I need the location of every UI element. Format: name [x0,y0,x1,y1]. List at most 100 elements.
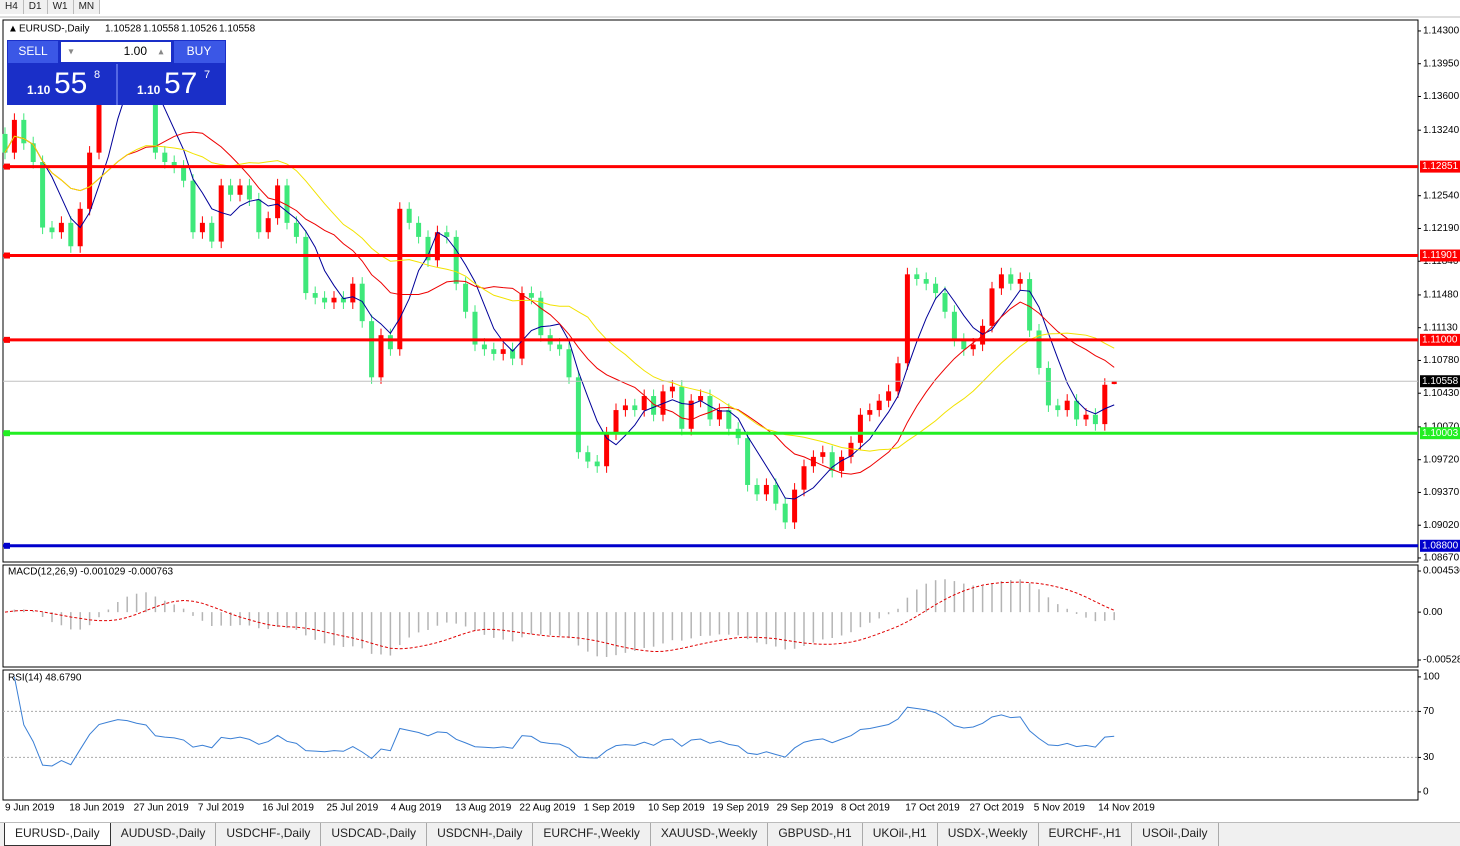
chart-tab[interactable]: AUDUSD-,Daily [111,823,217,846]
chart-tab[interactable]: EURCHF-,H1 [1039,823,1133,846]
lots-up[interactable]: ▴ [158,47,163,58]
rsi-tick-label: 30 [1423,752,1435,763]
macd-title: MACD(12,26,9) -0.001029 -0.000763 [8,567,174,578]
candle-body [266,218,271,232]
candle-body [238,185,243,194]
x-tick-label: 17 Oct 2019 [905,803,960,814]
chart-tab[interactable]: USDCHF-,Daily [216,823,321,846]
timeframe-button[interactable]: MN [74,0,101,14]
level-handle [4,337,10,343]
candle-body [896,363,901,391]
sell-label[interactable]: SELL [18,44,48,58]
level-handle [4,430,10,436]
candle-body [820,452,825,457]
timeframe-button[interactable]: D1 [24,0,48,14]
candle-body [388,335,393,349]
candle-body [999,274,1004,288]
ohlc-low: 1.10526 [181,24,218,35]
candle-body [322,298,327,303]
candle-body [585,452,590,461]
y-tick-label: 1.12190 [1423,223,1460,234]
timeframe-button[interactable]: H4 [0,0,24,14]
candle-body [162,153,167,162]
x-tick-label: 18 Jun 2019 [69,803,124,814]
candle-body [905,274,910,363]
candle-body [59,223,64,232]
candle-body [50,228,55,233]
chart-tab[interactable]: USDCNH-,Daily [427,823,533,846]
x-tick-label: 10 Sep 2019 [648,803,705,814]
candle-body [679,387,684,429]
macd-tick-label: 0.00 [1423,607,1443,618]
chart-tab[interactable]: EURUSD-,Daily [4,823,111,846]
y-tick-label: 1.11130 [1423,322,1458,333]
candle-body [858,415,863,443]
candle-body [482,345,487,350]
candle-body [1102,385,1107,424]
candle-body [886,391,891,400]
candle-body [444,232,449,237]
candle-body [792,490,797,523]
y-tick-label: 1.11480 [1423,290,1459,301]
candle-body [755,485,760,494]
x-tick-label: 25 Jul 2019 [327,803,379,814]
chart-tab[interactable]: XAUUSD-,Weekly [651,823,768,846]
candle-body [877,401,882,410]
level-label: 1.11000 [1422,335,1458,346]
candle-body [595,462,600,467]
candle-body [1093,415,1098,424]
lots-value[interactable]: 1.00 [124,44,148,58]
buy-label[interactable]: BUY [187,44,212,58]
candle-body [632,405,637,410]
symbol-title: EURUSD-,Daily [19,24,90,35]
macd-tick-label: -0.00528 [1423,655,1460,666]
candle-body [1027,279,1032,330]
candle-body [971,345,976,350]
candle-body [867,410,872,415]
rsi-tick-label: 70 [1423,706,1435,717]
rsi-title: RSI(14) 48.6790 [8,673,82,684]
lots-input[interactable] [61,42,171,62]
candle-body [1084,415,1089,420]
lots-down[interactable]: ▾ [68,47,73,58]
chart-tab[interactable]: USOil-,Daily [1132,823,1218,846]
candle-body [1074,401,1079,420]
candle-body [773,485,778,504]
candle-body [379,335,384,377]
candle-body [802,466,807,489]
chart-tab[interactable]: UKOil-,H1 [863,823,938,846]
candle-body [491,349,496,354]
ohlc-open: 1.10528 [105,24,142,35]
candle-body [313,293,318,298]
candle-body [698,396,703,401]
x-tick-label: 7 Jul 2019 [198,803,245,814]
candle-body [247,185,252,199]
y-tick-label: 1.09020 [1423,520,1460,531]
chart-tab[interactable]: USDCAD-,Daily [321,823,427,846]
candle-body [933,284,938,293]
candle-body [181,167,186,181]
candle-body [87,153,92,209]
candle-body [764,485,769,494]
x-tick-label: 4 Aug 2019 [391,803,442,814]
timeframe-button[interactable]: W1 [48,0,74,14]
chart-tab[interactable]: GBPUSD-,H1 [768,823,862,846]
candle-body [830,452,835,471]
trade-panel: SELL ▾ 1.00 ▴ BUY 1.10 55 8 1.10 57 7 [7,40,226,105]
chart-tab[interactable]: EURCHF-,Weekly [533,823,650,846]
rsi-tick-label: 100 [1423,672,1440,683]
x-tick-label: 1 Sep 2019 [584,803,636,814]
x-tick-label: 9 Jun 2019 [5,803,55,814]
x-tick-label: 29 Sep 2019 [777,803,834,814]
candle-body [783,504,788,523]
level-handle [4,164,10,170]
candle-body [623,405,628,410]
candle-body [557,345,562,350]
y-tick-label: 1.10780 [1423,355,1460,366]
level-label: 1.08800 [1422,540,1459,551]
chart-tab[interactable]: USDX-,Weekly [938,823,1039,846]
x-tick-label: 16 Jul 2019 [262,803,314,814]
candle-body [407,209,412,223]
